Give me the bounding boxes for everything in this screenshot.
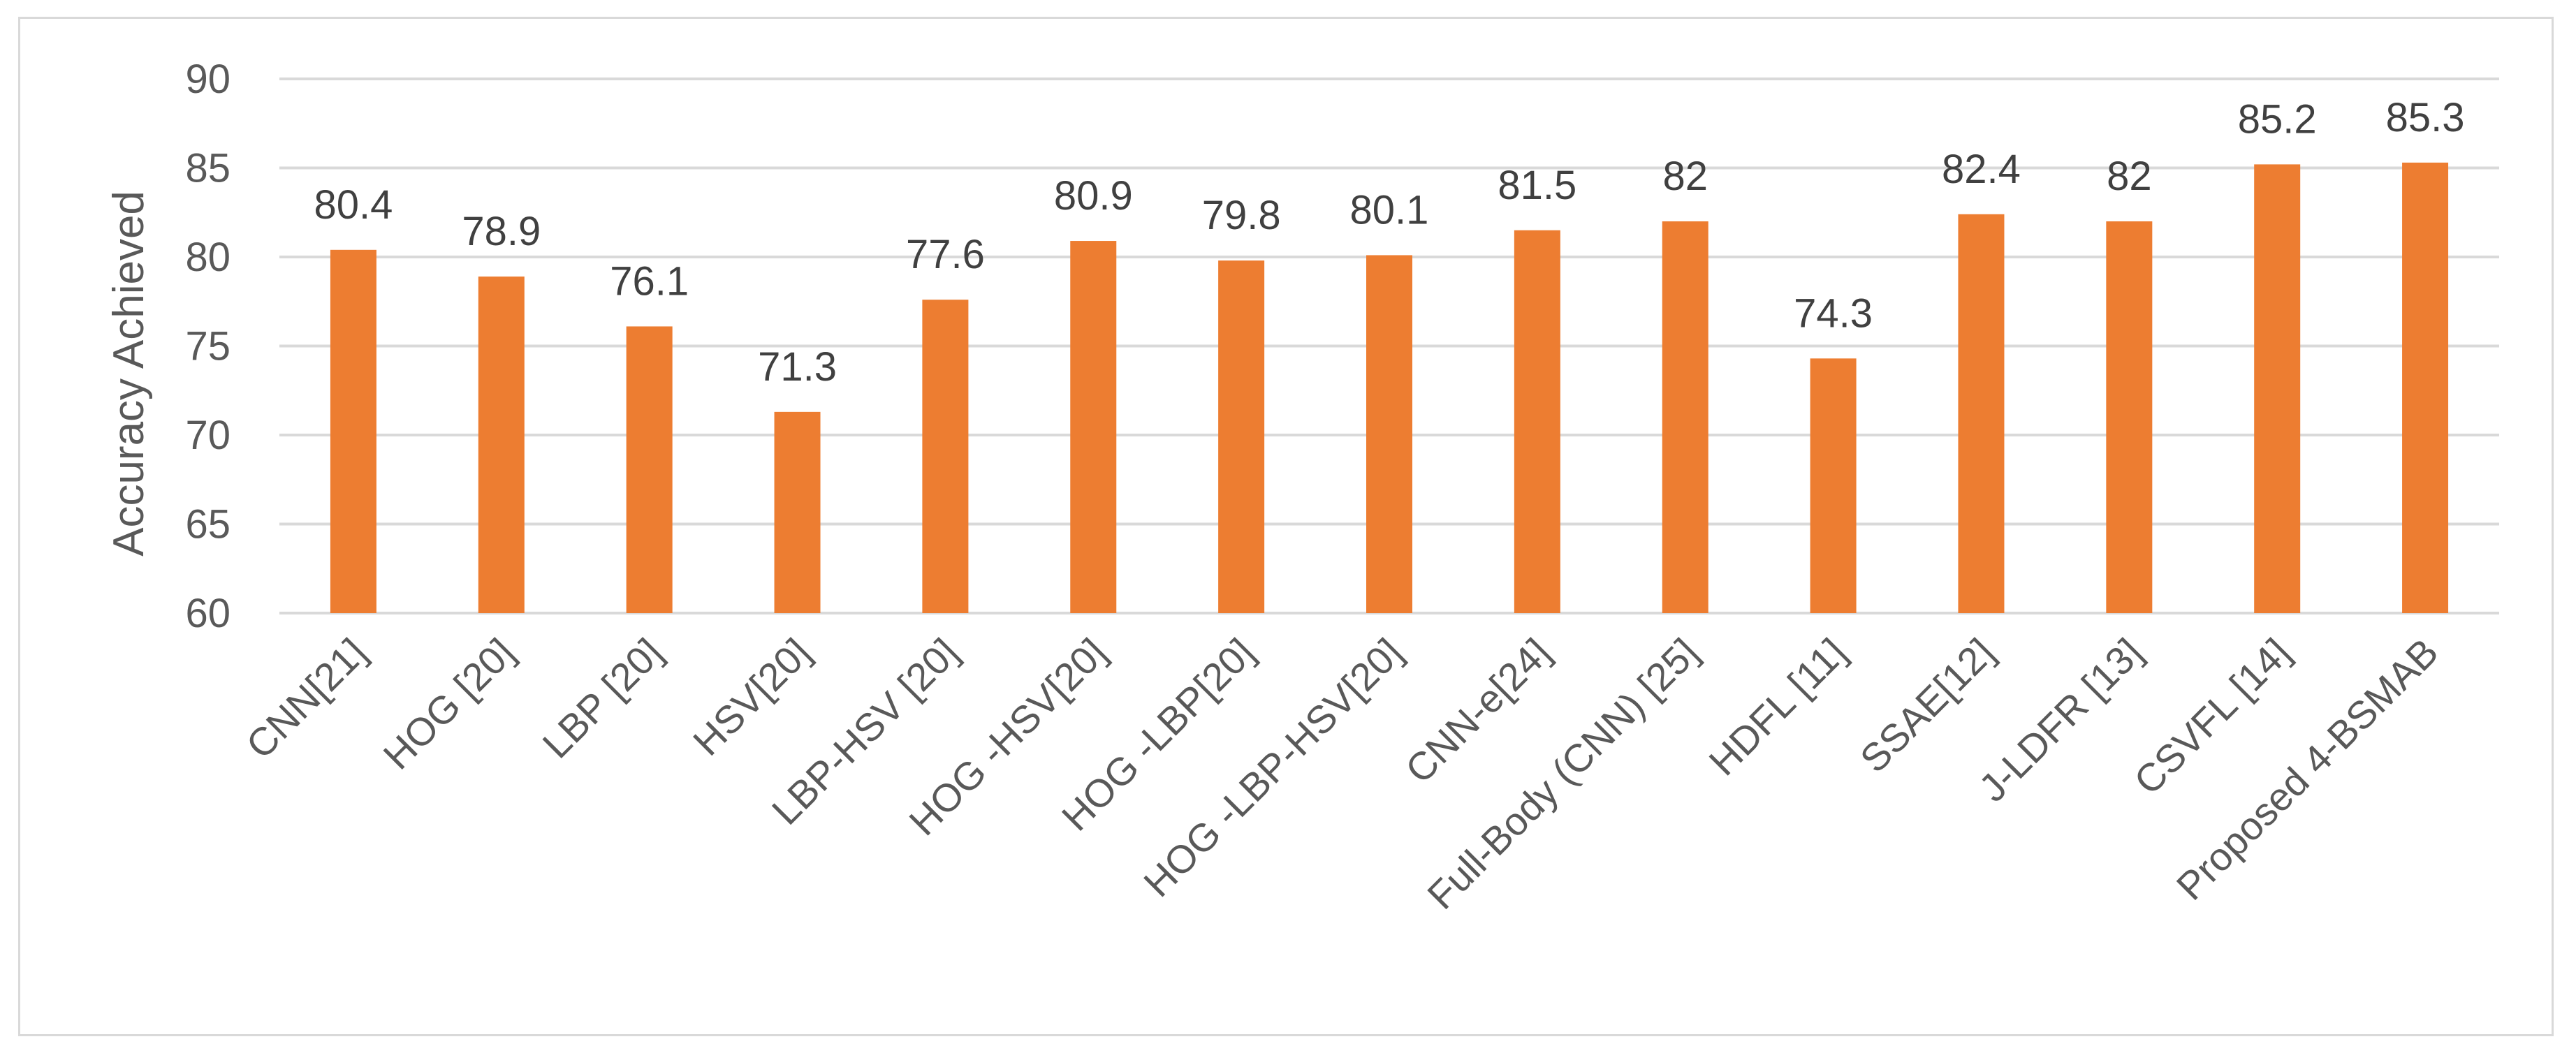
y-tick-label: 90 (185, 57, 230, 102)
bar (2402, 162, 2449, 614)
data-label: 82.4 (1942, 147, 2021, 192)
bars (330, 162, 2449, 614)
data-label: 78.9 (462, 209, 541, 254)
bar (2106, 221, 2153, 613)
data-label: 77.6 (906, 232, 985, 277)
data-label: 71.3 (758, 344, 837, 390)
y-tick-label: 60 (185, 591, 230, 636)
data-label: 81.5 (1498, 163, 1576, 208)
y-tick-label: 65 (185, 502, 230, 547)
x-category-label: CNN-e[24] (1397, 630, 1559, 792)
x-category-label: Proposed 4-BSMAB (2168, 630, 2447, 908)
y-tick-label: 70 (185, 413, 230, 458)
x-category-label: LBP [20] (534, 630, 671, 767)
y-axis-title: Accuracy Achieved (105, 191, 153, 557)
data-label: 82 (2107, 154, 2152, 199)
data-label: 85.2 (2238, 96, 2317, 142)
data-label: 80.1 (1350, 187, 1429, 233)
y-tick-label: 85 (185, 146, 230, 191)
data-label: 82 (1662, 154, 1708, 199)
x-category-label: CNN[21] (237, 630, 374, 767)
x-category-label: HSV[20] (685, 630, 819, 764)
x-axis-categories: CNN[21] HOG [20] LBP [20] HSV[20]LBP-HSV [2… (237, 630, 2447, 918)
bar (330, 249, 376, 613)
data-label: 80.4 (314, 182, 393, 228)
x-category-label: SSAE[12] (1852, 630, 2003, 781)
bar (626, 326, 673, 613)
y-axis-ticks: 60 65 70 75 80 85 90 (185, 57, 230, 636)
bar (1514, 230, 1560, 613)
data-labels: 80.4 78.9 76.1 71.3 77.6 80.9 79.8 80.1 81.5 82 74… (314, 95, 2464, 390)
bar (1662, 221, 1708, 613)
bar (1366, 255, 1412, 613)
bar (2254, 164, 2301, 613)
data-label: 79.8 (1202, 193, 1281, 238)
bar (774, 411, 821, 613)
bar (478, 277, 525, 613)
data-label: 76.1 (610, 258, 689, 304)
x-category-label: HOG -LBP-HSV[20] (1135, 630, 1410, 905)
x-category-label: HOG [20] (374, 630, 522, 778)
data-label: 74.3 (1794, 290, 1873, 336)
bar (1810, 358, 1857, 613)
bar (1218, 260, 1265, 613)
bar (1070, 241, 1117, 613)
y-tick-label: 80 (185, 235, 230, 280)
x-category-label: Full-Body (CNN) [25] (1419, 630, 1706, 918)
x-category-label: HDFL [11] (1700, 630, 1854, 784)
data-label: 85.3 (2386, 95, 2465, 140)
y-tick-label: 75 (185, 324, 230, 369)
bar (1958, 214, 2005, 613)
bar (922, 300, 969, 613)
data-label: 80.9 (1054, 173, 1133, 219)
